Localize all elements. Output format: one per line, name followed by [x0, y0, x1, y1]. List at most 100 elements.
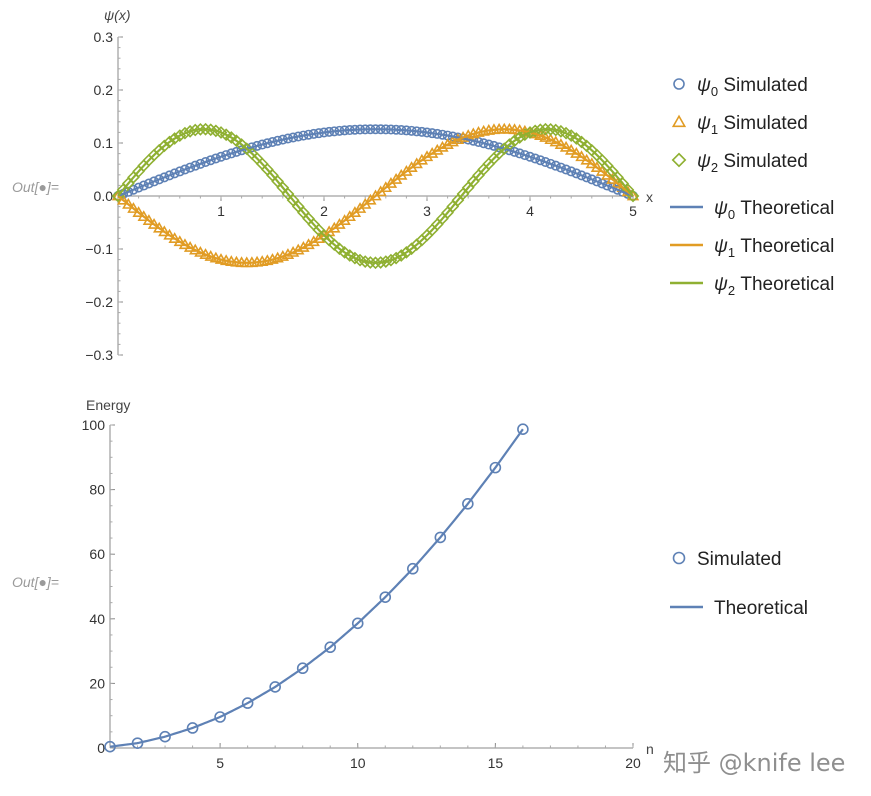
legend-label: ψ2 Simulated: [697, 151, 808, 175]
legend-label: Simulated: [697, 549, 782, 570]
y-tick-label: 60: [89, 546, 105, 562]
legend-label: ψ1 Simulated: [697, 113, 808, 137]
legend-label: ψ1 Theoretical: [714, 236, 834, 260]
data-point-circle: [216, 151, 227, 162]
energy-data-point: [351, 617, 364, 630]
data-point-diamond: [188, 123, 202, 137]
data-point-circle: [226, 148, 237, 159]
wavefunction-y-axis-label: ψ(x): [104, 7, 131, 23]
energy-data-point: [269, 681, 281, 693]
data-point-circle: [205, 155, 216, 166]
energy-data-point: [214, 711, 226, 723]
energy-x-axis-label: n: [646, 741, 654, 757]
y-tick-label: −0.2: [85, 294, 113, 310]
data-point-circle: [200, 157, 211, 168]
data-point-circle: [133, 182, 144, 193]
data-point-circle: [143, 178, 154, 189]
energy-chart: 0 20 40 60 80 100 5 10 15 20 Energy n Simulated Th…: [82, 397, 808, 771]
data-point-circle: [581, 172, 592, 183]
data-point-circle: [174, 166, 185, 177]
watermark-text: 知乎 @knife lee: [663, 749, 845, 777]
y-tick-label: 0: [97, 740, 105, 756]
y-tick-label: 20: [89, 675, 105, 691]
energy-data-point: [159, 730, 171, 743]
energy-data-point: [434, 531, 447, 544]
x-tick-label: 1: [217, 203, 225, 219]
legend-label: ψ0 Simulated: [697, 75, 808, 99]
x-tick-label: 20: [625, 755, 641, 771]
y-tick-label: 0.1: [94, 135, 114, 151]
energy-data-point: [241, 697, 254, 709]
energy-data-point: [131, 737, 144, 749]
data-point-circle: [540, 157, 551, 168]
data-point-circle: [524, 151, 535, 162]
data-point-circle: [236, 145, 247, 156]
data-point-diamond: [539, 122, 552, 136]
data-point-diamond: [544, 122, 557, 136]
x-tick-label: 10: [350, 755, 366, 771]
x-tick-label: 15: [488, 755, 504, 771]
energy-data-point: [489, 461, 502, 474]
data-point-circle: [138, 180, 149, 191]
x-tick-label: 3: [423, 203, 431, 219]
legend-swatch-triangle: [671, 114, 687, 128]
data-point-circle: [149, 176, 160, 187]
wavefunction-legend: ψ0 Simulated ψ1 Simulated ψ2 Simulated ψ0 T…: [670, 75, 834, 298]
legend-swatch-circle: [673, 78, 685, 90]
energy-data-point: [186, 722, 199, 734]
data-point-circle: [246, 142, 257, 153]
data-point-diamond: [369, 256, 382, 270]
wavefunction-marks: [111, 122, 640, 270]
data-point-circle: [494, 142, 505, 153]
series-line-psi1: [117, 128, 634, 264]
energy-axes: 0 20 40 60 80 100 5 10 15 20: [82, 417, 641, 771]
legend-swatch-circle: [672, 551, 686, 565]
energy-marks: [104, 423, 529, 753]
data-point-circle: [154, 174, 165, 185]
data-point-circle: [195, 158, 206, 169]
legend-label: Theoretical: [714, 598, 808, 619]
data-point-circle: [602, 180, 613, 191]
series-line-psi0: [117, 128, 634, 198]
x-tick-label: 5: [216, 755, 224, 771]
data-point-circle: [185, 162, 196, 173]
y-tick-label: 0.2: [94, 82, 114, 98]
y-tick-label: 0.3: [94, 29, 114, 45]
data-point-circle: [566, 166, 577, 177]
data-point-diamond: [194, 122, 207, 136]
energy-data-point: [296, 662, 309, 675]
series-line-psi2: [117, 128, 634, 264]
data-point-circle: [530, 153, 541, 164]
data-point-diamond: [363, 256, 377, 269]
data-point-circle: [231, 146, 242, 157]
wavefunction-axes: 0.3 0.2 0.1 0.0 −0.1 −0.2 −0.3 1 2 3 4 5: [85, 29, 637, 363]
data-point-circle: [571, 168, 582, 179]
data-point-circle: [190, 160, 201, 171]
y-tick-label: 40: [89, 611, 105, 627]
y-tick-label: 80: [89, 482, 105, 498]
output-prompt-2: Out[●]=: [12, 574, 59, 590]
theoretical-energy-line: [109, 428, 524, 748]
data-point-circle: [221, 150, 232, 161]
energy-data-point: [406, 562, 419, 575]
data-point-circle: [545, 158, 556, 169]
data-point-diamond: [374, 256, 388, 269]
energy-data-point: [324, 641, 337, 654]
data-point-diamond: [199, 122, 212, 136]
y-tick-label: 100: [82, 417, 106, 433]
data-point-circle: [535, 155, 546, 166]
energy-data-point: [104, 740, 116, 753]
output-prompt-1: Out[●]=: [12, 179, 59, 195]
data-point-circle: [586, 174, 597, 185]
legend-swatch-diamond: [671, 152, 687, 168]
data-point-circle: [514, 148, 525, 159]
series-circle-markers: [113, 124, 638, 202]
data-point-circle: [550, 160, 561, 171]
energy-legend: Simulated Theoretical: [670, 549, 808, 619]
data-point-circle: [159, 172, 170, 183]
x-tick-label: 5: [629, 203, 637, 219]
y-tick-label: 0.0: [94, 188, 114, 204]
data-point-circle: [591, 176, 602, 187]
energy-y-axis-label: Energy: [86, 397, 130, 413]
